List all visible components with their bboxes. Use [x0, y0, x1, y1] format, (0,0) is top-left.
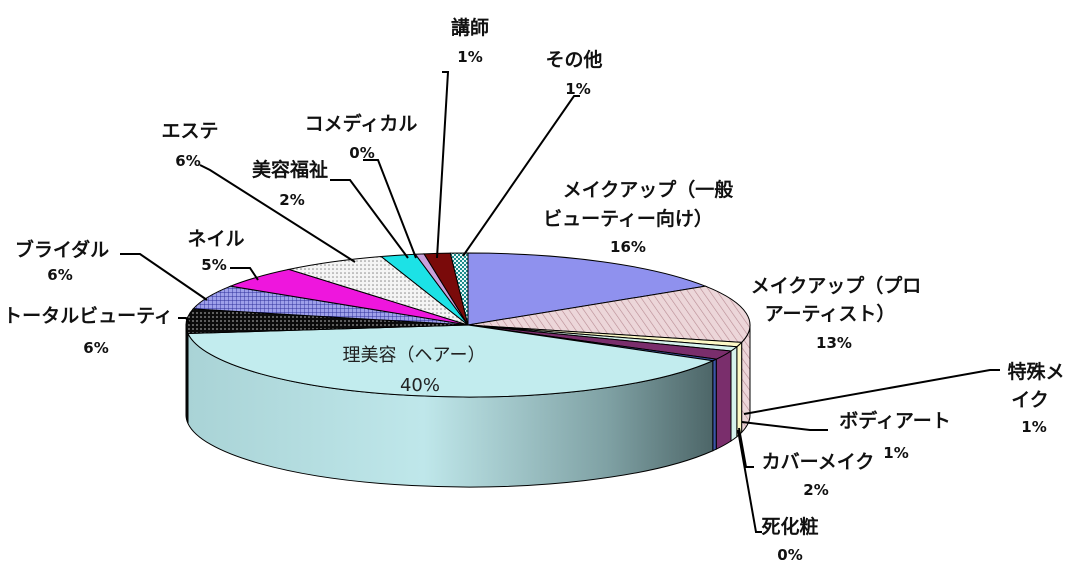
leader-line-tokushu: [743, 369, 1000, 415]
leader-line-shikeshou: [737, 429, 762, 533]
label-tokushu-pct: 1%: [1021, 418, 1046, 436]
pie-slice-14: [449, 252, 469, 326]
label-tokushu-line1: 特殊メ: [1007, 360, 1064, 383]
label-comedical: コメディカル: [305, 112, 418, 135]
label-bodyart: ボディアート: [839, 409, 951, 432]
label-esthe: エステ: [161, 120, 218, 142]
label-bridal: ブライダル: [15, 238, 109, 261]
label-esthe-pct: 6%: [175, 152, 200, 170]
label-shikeshou-pct: 0%: [777, 546, 802, 564]
leader-line-sonota: [462, 95, 580, 257]
label-koushi: 講師: [451, 16, 489, 39]
label-nail: ネイル: [187, 228, 244, 250]
leader-line-nail: [230, 267, 259, 281]
label-makeup-pro-line1: メイクアップ（プロ: [751, 274, 922, 297]
label-bodyart-pct: 1%: [883, 444, 908, 462]
pie-top-face: [185, 252, 751, 398]
label-shikeshou: 死化粧: [761, 515, 818, 538]
label-total-beauty: トータルビューティ: [3, 305, 173, 327]
leader-line-bridal: [120, 253, 208, 301]
label-tokushu-line2: イク: [1011, 389, 1049, 411]
label-cover-pct: 2%: [803, 481, 828, 499]
label-sonota: その他: [545, 48, 602, 71]
label-total-beauty-pct: 6%: [83, 339, 108, 357]
pie-wall-7: [185, 324, 189, 424]
pie-wall-4: [715, 350, 732, 450]
label-makeup-general-line1: メイクアップ（一般: [563, 178, 734, 201]
leader-line-esthe: [199, 164, 356, 263]
label-koushi-pct: 1%: [457, 48, 482, 66]
pie-wall-2: [736, 341, 743, 438]
label-ribiyou-pct: 40%: [400, 375, 440, 396]
slice-labels: メイクアップ（一般 ビューティー向け） 16% メイクアップ（プロ アーティスト…: [3, 16, 1064, 564]
label-sonota-pct: 1%: [565, 80, 590, 98]
label-makeup-pro-line2: アーティスト）: [765, 302, 896, 325]
label-cover: カバーメイク: [762, 451, 875, 473]
pie-slice-1: [467, 285, 751, 343]
label-bridal-pct: 6%: [47, 266, 72, 284]
label-ribiyou: 理美容（ヘアー）: [343, 345, 486, 366]
pie-slice-6: [187, 324, 715, 398]
leader-lines: [120, 71, 1000, 533]
label-nail-pct: 5%: [201, 256, 226, 274]
leader-line-bodyart: [741, 421, 828, 431]
leader-line-comedical: [363, 159, 417, 259]
leader-line-koushi: [436, 71, 450, 259]
label-biyoufukushi: 美容福祉: [252, 158, 328, 181]
leader-line-total: [178, 317, 191, 325]
label-makeup-general-pct: 16%: [610, 238, 646, 256]
leader-line-cover: [738, 427, 754, 468]
label-makeup-general-line2: ビューティー向け）: [543, 207, 713, 230]
label-biyoufukushi-pct: 2%: [279, 191, 304, 209]
pie-slice-0: [467, 252, 708, 326]
label-comedical-pct: 0%: [349, 144, 374, 162]
leader-line-biyoufukushi: [330, 179, 409, 259]
pie-wall-3: [730, 345, 738, 442]
label-makeup-pro-pct: 13%: [816, 334, 852, 352]
pie-wall-5: [712, 358, 717, 452]
